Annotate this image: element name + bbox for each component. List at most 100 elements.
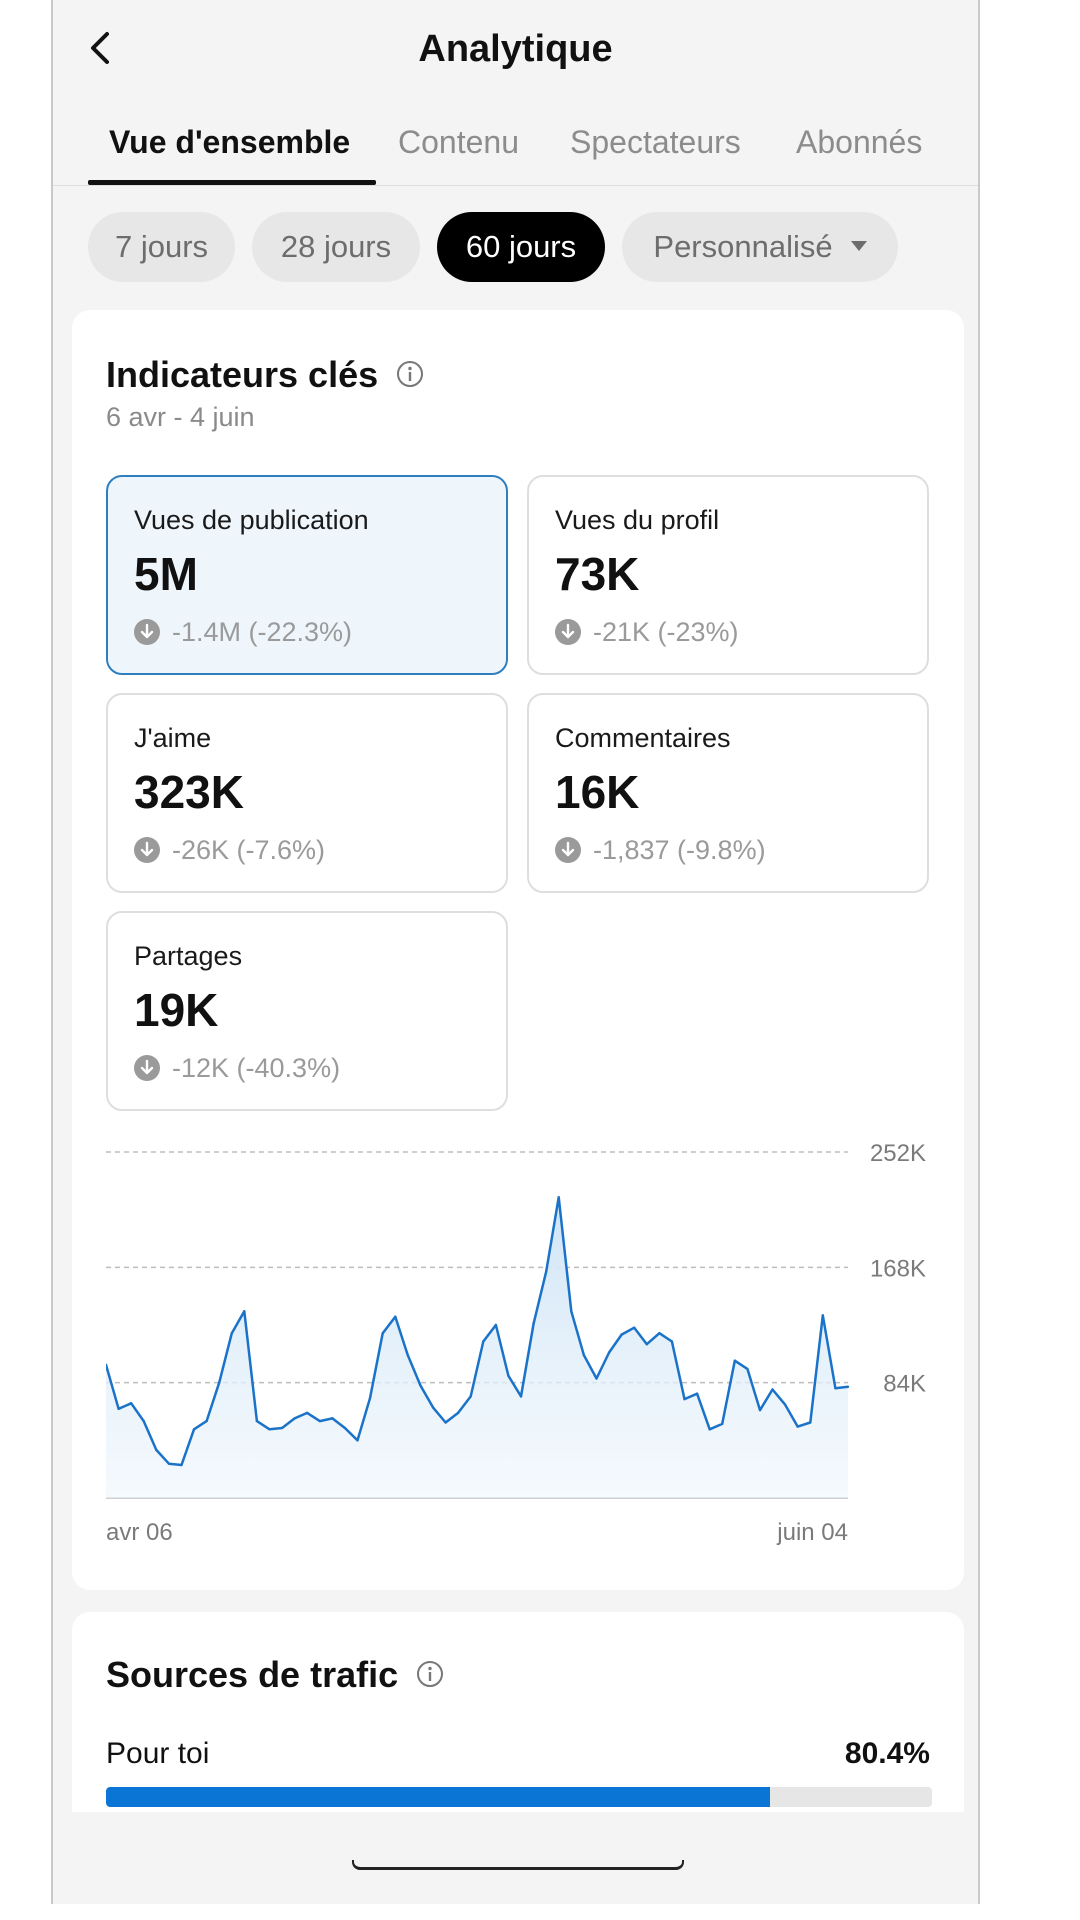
metric-change-text: -1,837 (-9.8%): [593, 835, 766, 865]
data-point: [368, 1396, 372, 1399]
data-point: [821, 1314, 825, 1317]
tab-content[interactable]: Contenu: [398, 124, 519, 160]
tab-bar: Vue d'ensemble Contenu Spectateurs Abonn…: [53, 110, 978, 186]
data-point: [331, 1417, 334, 1420]
metric-likes[interactable]: J'aime 323K -26K (-7.6%): [106, 693, 508, 893]
data-point: [406, 1354, 410, 1357]
caret-down-icon: [850, 240, 867, 251]
metric-value: 19K: [134, 984, 219, 1036]
data-point: [557, 1196, 560, 1199]
metric-label: J'aime: [134, 723, 212, 753]
metric-change: -1.4M (-22.3%): [134, 617, 352, 648]
traffic-header: Sources de trafic: [106, 1654, 444, 1696]
traffic-source-label: Pour toi: [106, 1737, 210, 1770]
data-point: [507, 1374, 510, 1378]
header: Analytique: [53, 0, 978, 96]
chevron-left-icon: [91, 32, 109, 64]
app-screen: Analytique Vue d'ensemble Contenu Specta…: [51, 0, 980, 1904]
data-point: [595, 1377, 598, 1380]
data-point: [796, 1425, 799, 1428]
traffic-progress-fill: [106, 1787, 771, 1807]
data-point: [746, 1367, 749, 1371]
y-tick-label: 168K: [870, 1255, 926, 1282]
tab-overview[interactable]: Vue d'ensemble: [109, 124, 351, 160]
data-point: [205, 1419, 208, 1423]
data-point: [771, 1388, 774, 1391]
data-point: [381, 1332, 384, 1335]
data-point: [306, 1411, 309, 1415]
metric-change: -26K (-7.6%): [134, 835, 325, 866]
bottom-safe-area: [53, 1812, 978, 1904]
tab-followers[interactable]: Abonnés: [796, 124, 923, 160]
x-tick-label-end: juin 04: [776, 1519, 848, 1546]
metric-comments[interactable]: Commentaires 16K -1,837 (-9.8%): [527, 693, 929, 893]
filter-28-days[interactable]: 28 jours: [252, 212, 420, 282]
tab-viewers[interactable]: Spectateurs: [570, 124, 741, 160]
metric-post-views[interactable]: Vues de publication 5M -1.4M (-22.3%): [106, 475, 508, 675]
metric-label: Vues du profil: [555, 505, 720, 535]
filter-custom[interactable]: Personnalisé: [622, 212, 898, 282]
data-point: [607, 1351, 611, 1354]
page-background: [51, 1904, 980, 1920]
home-indicator[interactable]: [352, 1860, 684, 1870]
data-point: [444, 1421, 447, 1424]
data-point: [280, 1426, 284, 1430]
metric-change-text: -26K (-7.6%): [172, 835, 326, 865]
data-point: [582, 1354, 586, 1357]
data-point: [217, 1381, 221, 1384]
y-tick-label: 252K: [870, 1140, 926, 1167]
data-point: [192, 1428, 196, 1431]
data-point: [104, 1363, 108, 1367]
series-area: [106, 1197, 848, 1498]
data-point: [142, 1419, 145, 1423]
info-icon[interactable]: [416, 1660, 444, 1688]
metric-label: Vues de publication: [134, 505, 369, 535]
data-point: [658, 1332, 661, 1335]
data-point: [356, 1439, 359, 1442]
data-point: [456, 1411, 460, 1415]
data-point: [532, 1322, 535, 1325]
data-point: [167, 1462, 171, 1465]
data-point: [394, 1315, 397, 1318]
metric-label: Partages: [134, 941, 243, 971]
traffic-title: Sources de trafic: [106, 1654, 399, 1695]
data-point: [544, 1270, 548, 1273]
metric-change-text: -21K (-23%): [593, 617, 739, 647]
info-icon[interactable]: [396, 360, 424, 388]
series-line: [104, 1196, 849, 1467]
back-button[interactable]: [81, 28, 121, 68]
data-point: [809, 1421, 812, 1424]
line-chart: 84K 168K 252K avr 06 juin 04: [104, 1140, 926, 1546]
metric-profile-views[interactable]: Vues du profil 73K -21K (-23%): [527, 475, 929, 675]
traffic-progress-track: [106, 1787, 932, 1807]
metric-shares[interactable]: Partages 19K -12K (-40.3%): [106, 911, 508, 1111]
arrow-down-circle-icon: [134, 836, 160, 863]
metric-change: -12K (-40.3%): [134, 1053, 340, 1084]
data-point: [293, 1417, 296, 1420]
filter-60-days[interactable]: 60 jours: [437, 212, 605, 282]
data-point: [243, 1310, 246, 1313]
data-point: [721, 1422, 724, 1426]
page-title: Analytique: [418, 28, 613, 70]
data-point: [683, 1397, 686, 1401]
data-point: [129, 1402, 133, 1405]
metric-change: -1,837 (-9.8%): [555, 835, 766, 866]
data-point: [733, 1359, 737, 1362]
metric-value: 5M: [134, 548, 198, 600]
filter-7-days[interactable]: 7 jours: [88, 212, 235, 282]
post-views-chart[interactable]: 84K 168K 252K avr 06 juin 04: [104, 1140, 946, 1560]
data-point: [230, 1332, 233, 1335]
data-point: [180, 1463, 183, 1467]
data-point: [570, 1310, 573, 1313]
data-point: [783, 1403, 787, 1406]
data-point: [834, 1386, 837, 1390]
data-point: [846, 1385, 850, 1388]
traffic-source-percent: 80.4%: [844, 1737, 930, 1770]
data-point: [255, 1419, 259, 1423]
x-tick-label-start: avr 06: [106, 1519, 173, 1546]
y-tick-label: 84K: [883, 1371, 926, 1398]
data-point: [431, 1406, 435, 1409]
filter-custom-label: Personnalisé: [653, 229, 833, 264]
data-point: [519, 1395, 523, 1398]
data-point: [155, 1448, 158, 1452]
